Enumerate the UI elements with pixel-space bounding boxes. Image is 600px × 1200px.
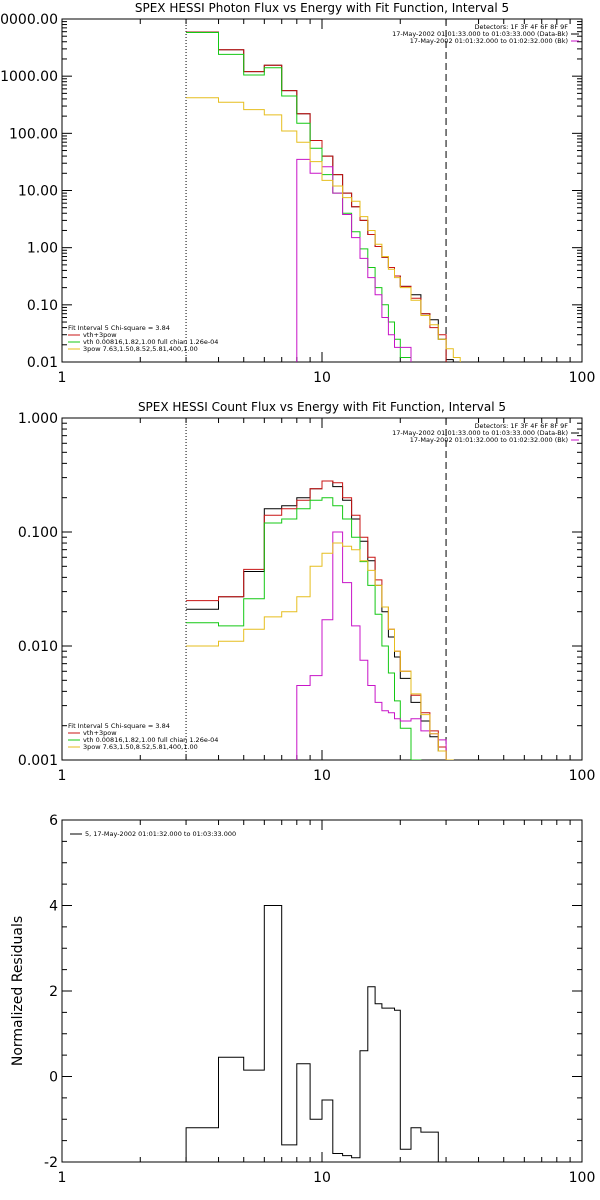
- y-tick-label: 10.00: [18, 184, 58, 200]
- legend-title: Fit Interval 5 Chi-square = 3.84: [68, 324, 170, 332]
- x-tick-label: 100: [569, 1170, 596, 1186]
- chart-panel-3: 1 10 100 -2 0 2 4 6 Normalized Residuals 5, 17-Ma…: [10, 813, 595, 1186]
- x-tick-label: 1: [58, 768, 67, 784]
- y-tick-label: 4: [49, 899, 58, 915]
- legend-entry: 3pow 7.63,1.50,8.52,5.81,400,1.00: [83, 345, 198, 353]
- legend-entry: 3pow 7.63,1.50,8.52,5.81,400,1.00: [83, 743, 198, 751]
- legend-entry: vth 0.00816,1.82,1.00 full chian 1.26e-0…: [83, 338, 218, 346]
- y-tick-label: 6: [49, 813, 58, 829]
- x-tick-label: 100: [569, 768, 596, 784]
- header-line: 17-May-2002 01:01:32.000 to 01:02:32.000…: [410, 436, 568, 444]
- y-tick-label: 0.01: [27, 355, 58, 371]
- y-tick-label: 0.010: [18, 639, 58, 655]
- legend-entry: 5, 17-May-2002 01:01:32.000 to 01:03:33.…: [85, 830, 236, 838]
- x-tick-label: 100: [569, 370, 596, 386]
- chart-panel-2: SPEX HESSI Count Flux vs Energy with Fit…: [18, 400, 595, 784]
- header-line: 17-May-2002 01:01:32.000 to 01:02:32.000…: [410, 37, 568, 45]
- plot-frame: [61, 18, 583, 363]
- header-line: Detectors: 1F 3F 4F 6F 8F 9F: [474, 23, 568, 31]
- y-tick-label: 1.00: [27, 241, 58, 257]
- x-tick-label: 10: [313, 370, 331, 386]
- legend-entry: vth+3pow: [83, 729, 117, 737]
- y-tick-label: 0: [49, 1070, 58, 1086]
- y-tick-label: -2: [44, 1155, 58, 1171]
- y-tick-label: 100.00: [9, 126, 58, 142]
- series-5-line: [186, 542, 454, 760]
- y-tick-label: 0.001: [18, 753, 58, 769]
- series-5-line: [186, 97, 461, 362]
- series-1-line: [185, 905, 439, 1162]
- header-line: 17-May-2002 01:01:33.000 to 01:03:33.000…: [392, 429, 568, 437]
- series-1-line: [186, 480, 447, 760]
- series-4-line: [296, 158, 412, 362]
- legend-entry: vth 0.00816,1.82,1.00 full chian 1.26e-0…: [83, 736, 218, 744]
- series-3-line: [186, 497, 422, 760]
- y-tick-label: 2: [49, 984, 58, 1000]
- header-line: Detectors: 1F 3F 4F 6F 8F 9F: [474, 422, 568, 430]
- chart-title: SPEX HESSI Photon Flux vs Energy with Fi…: [135, 1, 509, 15]
- x-tick-label: 1: [58, 1170, 67, 1186]
- series-1-line: [186, 31, 454, 362]
- x-tick-label: 10: [313, 768, 331, 784]
- y-tick-label: 1.000: [18, 411, 58, 427]
- plot-frame: [61, 417, 583, 761]
- legend-title: Fit Interval 5 Chi-square = 3.84: [68, 722, 170, 730]
- y-tick-label: 0.100: [18, 525, 58, 541]
- legend-entry: vth+3pow: [83, 331, 117, 339]
- y-tick-label: 10000.00: [0, 12, 58, 28]
- header-line: 17-May-2002 01:01:33.000 to 01:03:33.000…: [392, 30, 568, 38]
- y-tick-label: 1000.00: [0, 69, 58, 85]
- series-4-line: [296, 531, 447, 760]
- series-3-line: [186, 32, 412, 362]
- series-2-line: [186, 480, 447, 760]
- chart-panel-1: SPEX HESSI Photon Flux vs Energy with Fi…: [0, 1, 595, 386]
- y-tick-label: 0.10: [27, 298, 58, 314]
- y-axis-label: Normalized Residuals: [10, 916, 26, 1066]
- x-tick-label: 1: [58, 370, 67, 386]
- series-2-line: [186, 31, 447, 362]
- chart-title: SPEX HESSI Count Flux vs Energy with Fit…: [138, 400, 506, 414]
- x-tick-label: 10: [313, 1170, 331, 1186]
